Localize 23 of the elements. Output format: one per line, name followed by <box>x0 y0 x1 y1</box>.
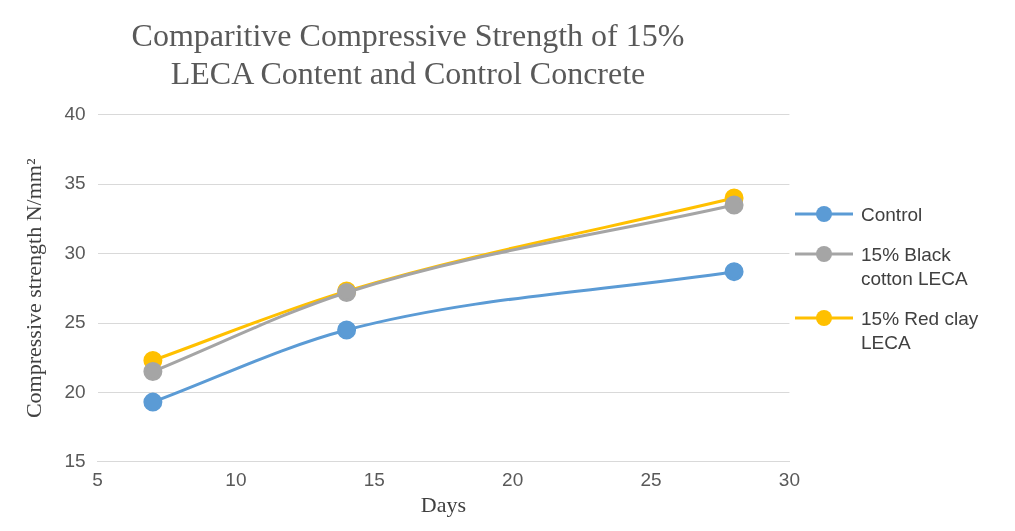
x-axis-title: Days <box>420 491 467 517</box>
point <box>724 262 744 282</box>
y-tick-label: 40 <box>64 103 86 125</box>
x-tick-label: 30 <box>778 469 800 491</box>
point <box>143 362 163 382</box>
legend-label: Control <box>861 203 923 227</box>
point <box>337 320 357 340</box>
x-tick-label: 25 <box>640 469 662 491</box>
y-tick-label: 35 <box>64 172 86 194</box>
point <box>724 195 744 215</box>
y-tick-label: 15 <box>64 450 86 472</box>
chart-title: Comparitive Compressive Strength of 15% LECA Content and Control Concrete <box>131 16 685 92</box>
y-tick-label: 25 <box>64 311 86 333</box>
y-tick-label: 20 <box>64 380 86 402</box>
legend-label: 15% Black cotton LECA <box>861 243 969 291</box>
x-tick-label: 15 <box>363 469 385 491</box>
y-axis-title: Compressive strength N/mm² <box>20 158 46 419</box>
x-tick-label: 5 <box>92 469 103 491</box>
y-tick-label: 30 <box>64 241 86 263</box>
x-tick-label: 10 <box>225 469 247 491</box>
point <box>143 392 163 412</box>
x-tick-label: 20 <box>502 469 524 491</box>
legend-label: 15% Red clay LECA <box>861 307 980 355</box>
